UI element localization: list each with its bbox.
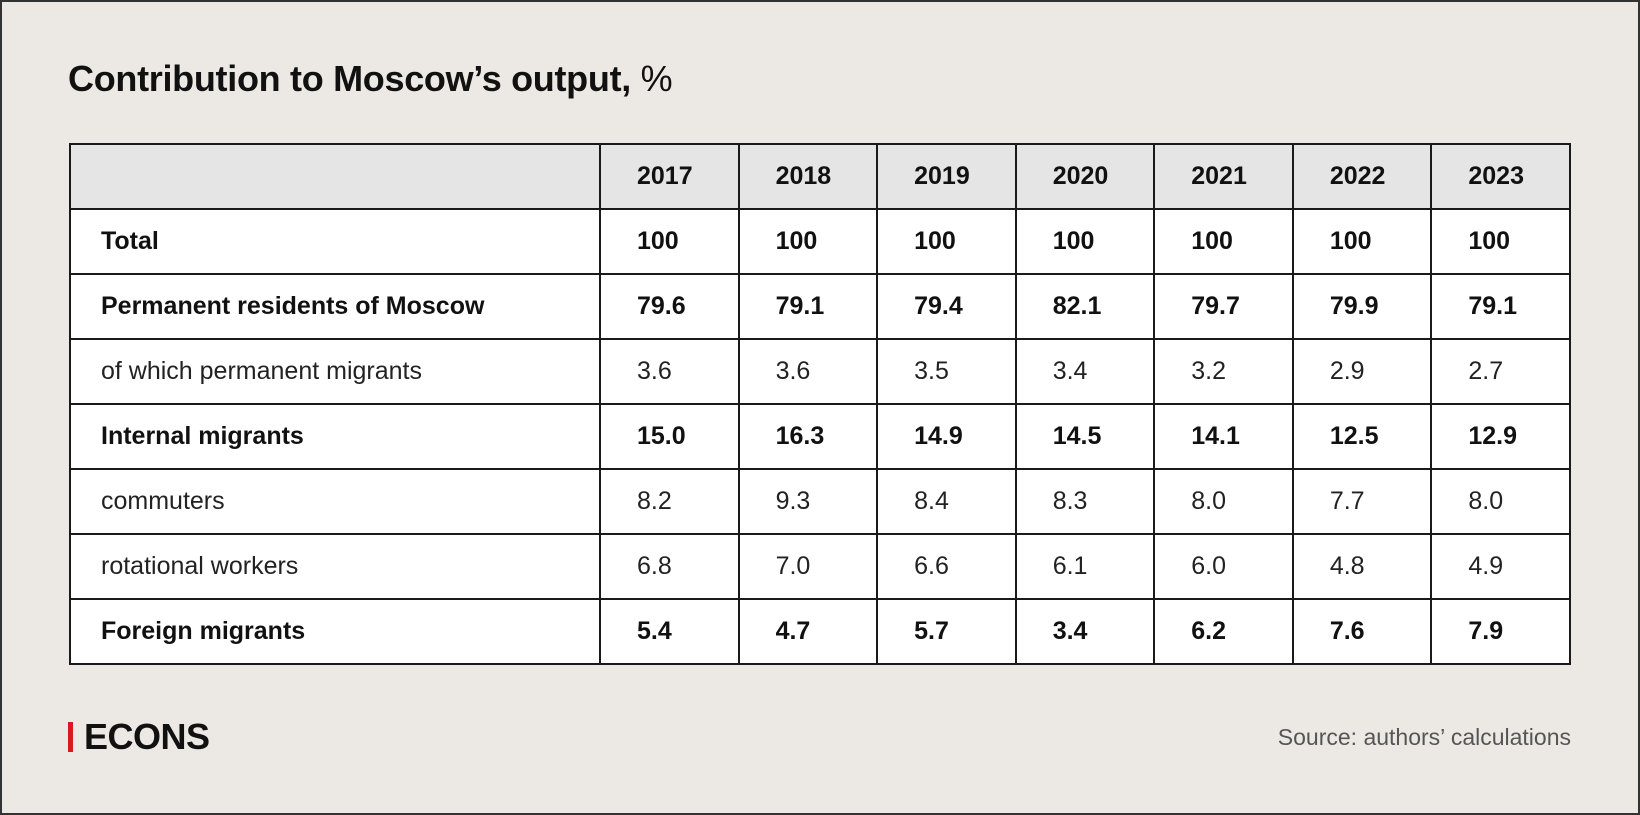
table-row: commuters 8.2 9.3 8.4 8.3 8.0 7.7 8.0 [69,468,1571,535]
header-cell-empty [69,143,601,210]
table-row: Internal migrants 15.0 16.3 14.9 14.5 14.1 12.… [69,403,1571,470]
table-row: Permanent residents of Moscow 79.6 79.1 79.… [69,273,1571,340]
value-cell: 79.1 [737,273,879,340]
header-cell-year: 2023 [1430,143,1571,210]
source-note: Source: authors’ calculations [1277,724,1571,750]
data-table: 2017 2018 2019 2020 2021 2022 2023 Total 100 100… [69,143,1571,665]
value-cell: 79.1 [1430,273,1571,340]
value-cell: 2.7 [1430,338,1571,405]
value-cell: 79.7 [1153,273,1294,340]
value-cell: 8.4 [876,468,1017,535]
value-cell: 6.2 [1153,598,1294,665]
value-cell: 4.7 [737,598,879,665]
value-cell: 3.6 [599,338,740,405]
value-cell: 6.0 [1153,533,1294,600]
logo-red-bar [68,722,73,752]
table-row: of which permanent migrants 3.6 3.6 3.5 3.4 3… [69,338,1571,405]
header-cell-year: 2017 [599,143,740,210]
row-label: Internal migrants [69,403,601,470]
row-label: of which permanent migrants [69,338,601,405]
value-cell: 79.4 [876,273,1017,340]
row-label: rotational workers [69,533,601,600]
value-cell: 3.4 [1014,598,1156,665]
value-cell: 6.6 [876,533,1017,600]
value-cell: 100 [1153,208,1294,275]
value-cell: 2.9 [1291,338,1433,405]
title-text: Contribution to Moscow’s output, [68,58,631,99]
econs-logo: ECONS [68,716,210,758]
value-cell: 6.1 [1014,533,1156,600]
value-cell: 8.3 [1014,468,1156,535]
row-label: Foreign migrants [69,598,601,665]
value-cell: 14.5 [1014,403,1156,470]
value-cell: 3.2 [1153,338,1294,405]
header-cell-year: 2020 [1014,143,1156,210]
header-cell-year: 2022 [1291,143,1433,210]
value-cell: 79.6 [599,273,740,340]
table-row: Foreign migrants 5.4 4.7 5.7 3.4 6.2 7.6 7.9 [69,598,1571,665]
value-cell: 100 [1430,208,1571,275]
value-cell: 8.0 [1153,468,1294,535]
value-cell: 14.9 [876,403,1017,470]
row-label: Permanent residents of Moscow [69,273,601,340]
value-cell: 6.8 [599,533,740,600]
value-cell: 4.9 [1430,533,1571,600]
row-label: commuters [69,468,601,535]
value-cell: 79.9 [1291,273,1433,340]
title-unit: % [640,58,673,99]
value-cell: 100 [1014,208,1156,275]
value-cell: 100 [876,208,1017,275]
header-cell-year: 2018 [737,143,879,210]
value-cell: 14.1 [1153,403,1294,470]
value-cell: 7.6 [1291,598,1433,665]
value-cell: 3.6 [737,338,879,405]
value-cell: 4.8 [1291,533,1433,600]
value-cell: 12.5 [1291,403,1433,470]
row-label: Total [69,208,601,275]
value-cell: 15.0 [599,403,740,470]
value-cell: 5.7 [876,598,1017,665]
value-cell: 9.3 [737,468,879,535]
value-cell: 100 [737,208,879,275]
value-cell: 3.4 [1014,338,1156,405]
value-cell: 12.9 [1430,403,1571,470]
page-title: Contribution to Moscow’s output, % [68,58,673,100]
header-cell-year: 2021 [1153,143,1294,210]
value-cell: 8.0 [1430,468,1571,535]
header-cell-year: 2019 [876,143,1017,210]
value-cell: 16.3 [737,403,879,470]
value-cell: 8.2 [599,468,740,535]
table-row: Total 100 100 100 100 100 100 100 [69,208,1571,275]
value-cell: 7.9 [1430,598,1571,665]
value-cell: 100 [599,208,740,275]
value-cell: 100 [1291,208,1433,275]
value-cell: 5.4 [599,598,740,665]
value-cell: 7.0 [737,533,879,600]
value-cell: 7.7 [1291,468,1433,535]
table-row: rotational workers 6.8 7.0 6.6 6.1 6.0 4.8 4.9 [69,533,1571,600]
value-cell: 3.5 [876,338,1017,405]
value-cell: 82.1 [1014,273,1156,340]
table-header-row: 2017 2018 2019 2020 2021 2022 2023 [69,143,1571,210]
logo-text: ECONS [84,716,210,757]
